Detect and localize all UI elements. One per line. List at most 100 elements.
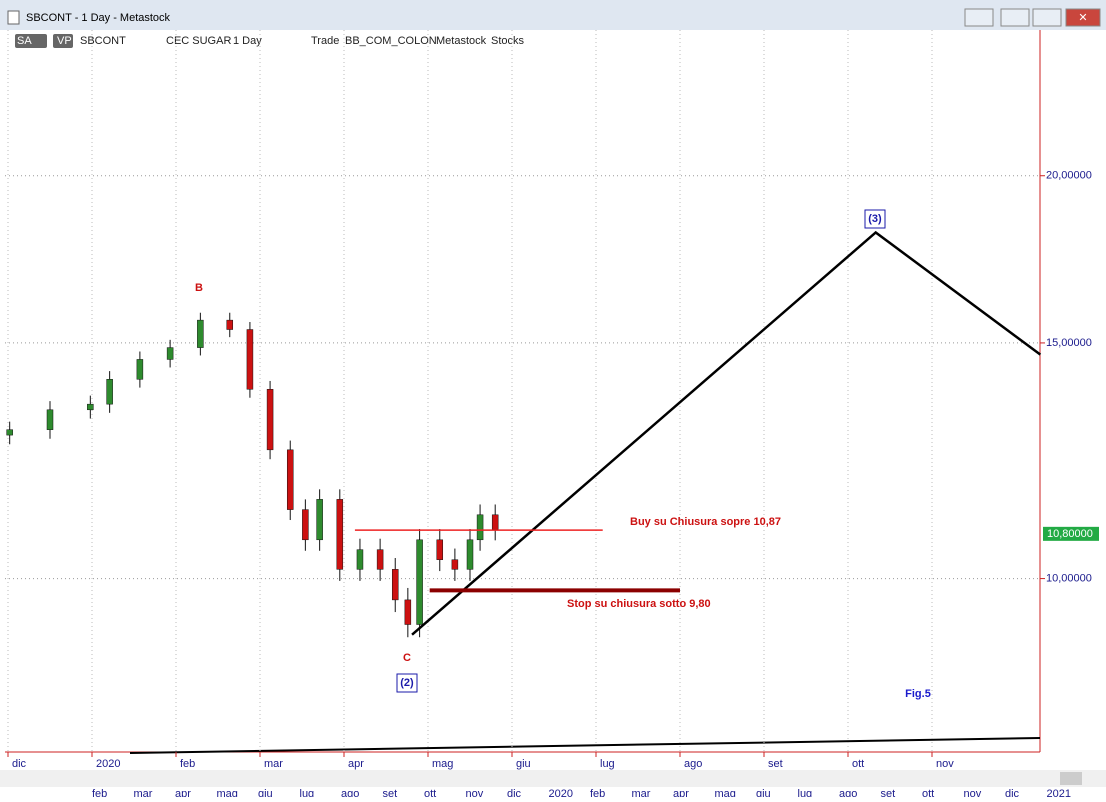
x-tick-label: 2020 <box>96 758 120 770</box>
y-tick-label: 20,00000 <box>1046 170 1092 182</box>
wave-label: (3) <box>868 213 882 225</box>
x-tick-label: ago <box>684 758 702 770</box>
bottom-label: giu <box>756 788 771 797</box>
toolbar-item: Metastock <box>436 35 487 47</box>
candle-body <box>6 429 13 436</box>
last-price-label: 10,80000 <box>1047 528 1093 540</box>
window-title: SBCONT - 1 Day - Metastock <box>26 12 171 24</box>
wave-label-box <box>864 209 886 229</box>
x-tick-label: dic <box>12 758 27 770</box>
bottom-label: 2021 <box>1047 788 1071 797</box>
scroll-thumb[interactable] <box>1060 772 1082 785</box>
candle-body <box>87 403 94 411</box>
annotation: Buy su Chiusura sopre 10,87 <box>630 516 781 528</box>
title-bar <box>0 0 1106 30</box>
indicator-line <box>129 737 1041 754</box>
x-tick-label: lug <box>600 758 615 770</box>
bottom-label: feb <box>590 788 605 797</box>
x-tick-label: mag <box>432 758 453 770</box>
x-tick-label: feb <box>180 758 195 770</box>
candle-body <box>491 514 499 530</box>
candle-body <box>336 499 344 570</box>
toolbar-item: Stocks <box>491 35 525 47</box>
x-tick-label: mar <box>264 758 283 770</box>
x-tick-label: apr <box>348 758 364 770</box>
bottom-label: lug <box>798 788 813 797</box>
bottom-label: apr <box>175 788 191 797</box>
candle-body <box>106 379 113 405</box>
app-icon <box>7 10 20 25</box>
candle-body <box>404 599 412 625</box>
candle-body <box>246 329 254 390</box>
bottom-label: giu <box>258 788 273 797</box>
bottom-label: lug <box>300 788 315 797</box>
toolbar-item: BB_COM_COLON <box>345 35 437 47</box>
bottom-label: nov <box>466 788 484 797</box>
maximize-button[interactable] <box>1032 8 1062 27</box>
candle-body <box>416 539 423 625</box>
candle-body <box>136 359 144 380</box>
bottom-label: nov <box>964 788 982 797</box>
toolbar-item: 1 Day <box>233 35 262 47</box>
x-tick-label: ott <box>852 758 864 770</box>
bottom-label: ago <box>341 788 359 797</box>
candle-body <box>166 347 174 360</box>
wave-label: C <box>403 652 411 664</box>
bottom-label: mag <box>715 788 736 797</box>
last-price-box <box>1043 526 1099 541</box>
wave-label: (2) <box>400 677 414 689</box>
toolbar-item: Trade <box>311 35 339 47</box>
toolbar-item: SA <box>17 35 32 47</box>
bottom-label: apr <box>673 788 689 797</box>
bottom-label: dic <box>507 788 522 797</box>
bottom-label: set <box>881 788 896 797</box>
wave-label-box <box>396 673 418 693</box>
vp-button[interactable] <box>53 34 73 48</box>
candle-body <box>476 514 484 541</box>
candle-body <box>451 559 459 570</box>
bottom-label: ago <box>839 788 857 797</box>
annotation: Stop su chiusura sotto 9,80 <box>567 598 711 610</box>
x-tick-label: set <box>768 758 783 770</box>
x-tick-label: giu <box>516 758 531 770</box>
bottom-label: dic <box>1005 788 1020 797</box>
minimize-button[interactable] <box>1000 8 1030 27</box>
candle-body <box>286 449 294 510</box>
candle-body <box>46 409 54 430</box>
y-tick-label: 15,00000 <box>1046 337 1092 349</box>
toolbar-item: CEC SUGAR <box>166 35 231 47</box>
candle-body <box>436 539 444 560</box>
candle-body <box>226 319 234 330</box>
scrollbar[interactable] <box>0 770 1106 787</box>
candle-body <box>466 539 474 570</box>
toolbar-item: VP <box>57 35 72 47</box>
close-icon: ✕ <box>1078 12 1087 24</box>
candle-body <box>316 499 323 541</box>
candle-body <box>197 319 204 348</box>
close-button[interactable] <box>1065 8 1101 27</box>
candle-body <box>356 549 364 570</box>
candle-body <box>302 509 309 541</box>
bottom-label: ott <box>922 788 934 797</box>
bottom-label: 2020 <box>549 788 573 797</box>
candle-body <box>376 549 384 570</box>
wave-projection <box>411 230 1042 636</box>
x-tick-label: nov <box>936 758 954 770</box>
bottom-label: mag <box>217 788 238 797</box>
sa-button[interactable] <box>15 34 47 48</box>
bottom-label: mar <box>632 788 651 797</box>
y-tick-label: 10,00000 <box>1046 572 1092 584</box>
figure-label: Fig.5 <box>905 688 931 700</box>
bottom-label: feb <box>92 788 107 797</box>
toolbar-item: SBCONT <box>80 35 126 47</box>
bottom-label: mar <box>134 788 153 797</box>
candle-body <box>266 389 274 451</box>
restore-button[interactable] <box>964 8 994 27</box>
bottom-label: set <box>383 788 398 797</box>
bottom-label: ott <box>424 788 436 797</box>
wave-label: B <box>195 282 203 294</box>
candle-body <box>391 569 399 601</box>
